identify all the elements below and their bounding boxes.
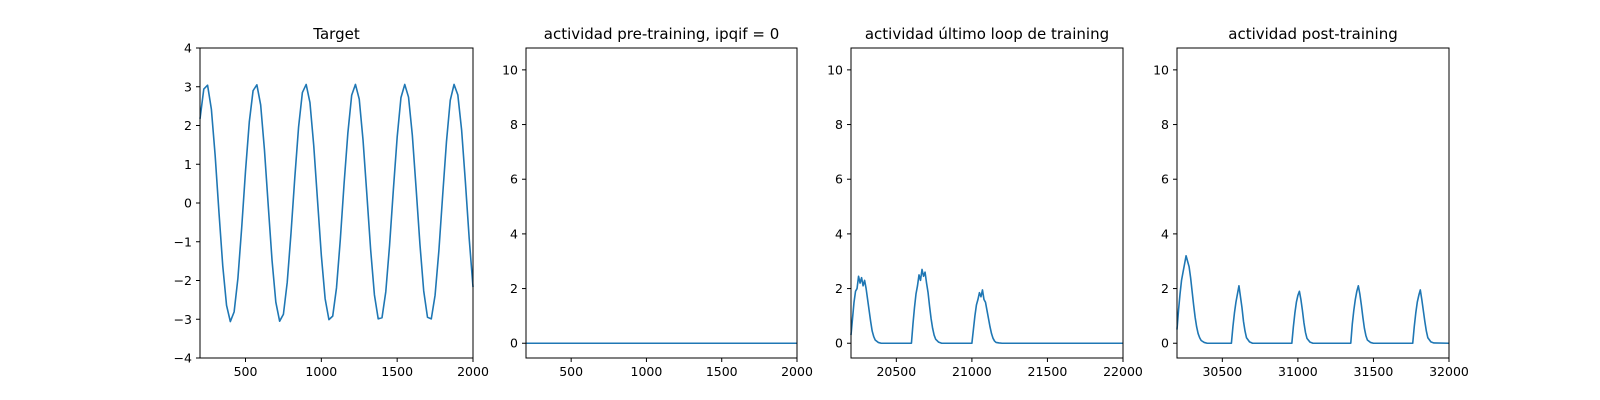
chart-title: actividad post-training — [1228, 25, 1397, 43]
y-tick-label: 2 — [510, 281, 518, 296]
x-tick-label: 31000 — [1278, 364, 1318, 379]
y-tick-label: 2 — [1161, 281, 1169, 296]
y-tick-label: −4 — [174, 351, 192, 366]
y-tick-label: 2 — [835, 281, 843, 296]
x-tick-label: 1000 — [305, 364, 337, 379]
series-line — [199, 83, 474, 323]
x-tick-label: 500 — [234, 364, 258, 379]
y-tick-label: 10 — [827, 62, 843, 77]
y-tick-label: 4 — [1161, 226, 1169, 241]
y-tick-label: −3 — [174, 312, 192, 327]
y-tick-label: 8 — [1161, 117, 1169, 132]
axes-frame — [1176, 47, 1450, 359]
y-tick-label: −1 — [174, 234, 192, 249]
subplot-1: 500 1000 1500 2000 −4 −3 −2 −1 0 1 2 3 4 Target — [174, 25, 489, 379]
y-tick-label: 3 — [184, 79, 192, 94]
x-tick-label: 21500 — [1028, 364, 1068, 379]
y-tick-label: 6 — [510, 172, 518, 187]
x-tick-label: 500 — [559, 364, 583, 379]
chart-title: actividad último loop de training — [865, 25, 1109, 43]
y-tick-label: 4 — [510, 226, 518, 241]
x-tick-label: 21000 — [952, 364, 992, 379]
x-tick-label: 1500 — [381, 364, 413, 379]
chart-title: actividad pre-training, ipqif = 0 — [544, 25, 780, 43]
chart-title: Target — [312, 25, 360, 43]
x-tick-label: 31500 — [1354, 364, 1394, 379]
axes-frame — [850, 47, 1124, 359]
x-tick-label: 30500 — [1202, 364, 1242, 379]
y-tick-label: 10 — [1153, 62, 1169, 77]
y-tick-label: 1 — [184, 157, 192, 172]
y-tick-label: 6 — [835, 172, 843, 187]
x-tick-label: 20500 — [876, 364, 916, 379]
series-line — [1176, 254, 1450, 345]
x-tick-label: 1000 — [631, 364, 663, 379]
subplot-4: 30500 31000 31500 32000 0 2 4 6 8 10 actividad pos… — [1153, 25, 1469, 379]
y-tick-label: 8 — [510, 117, 518, 132]
x-tick-label: 32000 — [1429, 364, 1469, 379]
x-tick-label: 1500 — [706, 364, 738, 379]
y-tick-label: 2 — [184, 118, 192, 133]
subplot-3: 20500 21000 21500 22000 0 2 4 6 8 10 actividad últ… — [827, 25, 1143, 379]
y-tick-label: 0 — [1161, 336, 1169, 351]
y-tick-label: 0 — [510, 336, 518, 351]
x-tick-label: 22000 — [1103, 364, 1143, 379]
y-tick-label: 0 — [184, 196, 192, 211]
axes-frame — [525, 47, 798, 359]
y-tick-label: 10 — [502, 62, 518, 77]
x-tick-label: 2000 — [781, 364, 813, 379]
y-tick-label: 4 — [835, 226, 843, 241]
series-line — [850, 268, 1123, 345]
y-tick-label: 6 — [1161, 172, 1169, 187]
subplot-2: 500 1000 1500 2000 0 2 4 6 8 10 actividad pre-trai… — [502, 25, 813, 379]
y-tick-label: 8 — [835, 117, 843, 132]
y-tick-label: −2 — [174, 273, 192, 288]
y-tick-label: 4 — [184, 41, 192, 56]
y-tick-label: 0 — [835, 336, 843, 351]
x-tick-label: 2000 — [457, 364, 489, 379]
